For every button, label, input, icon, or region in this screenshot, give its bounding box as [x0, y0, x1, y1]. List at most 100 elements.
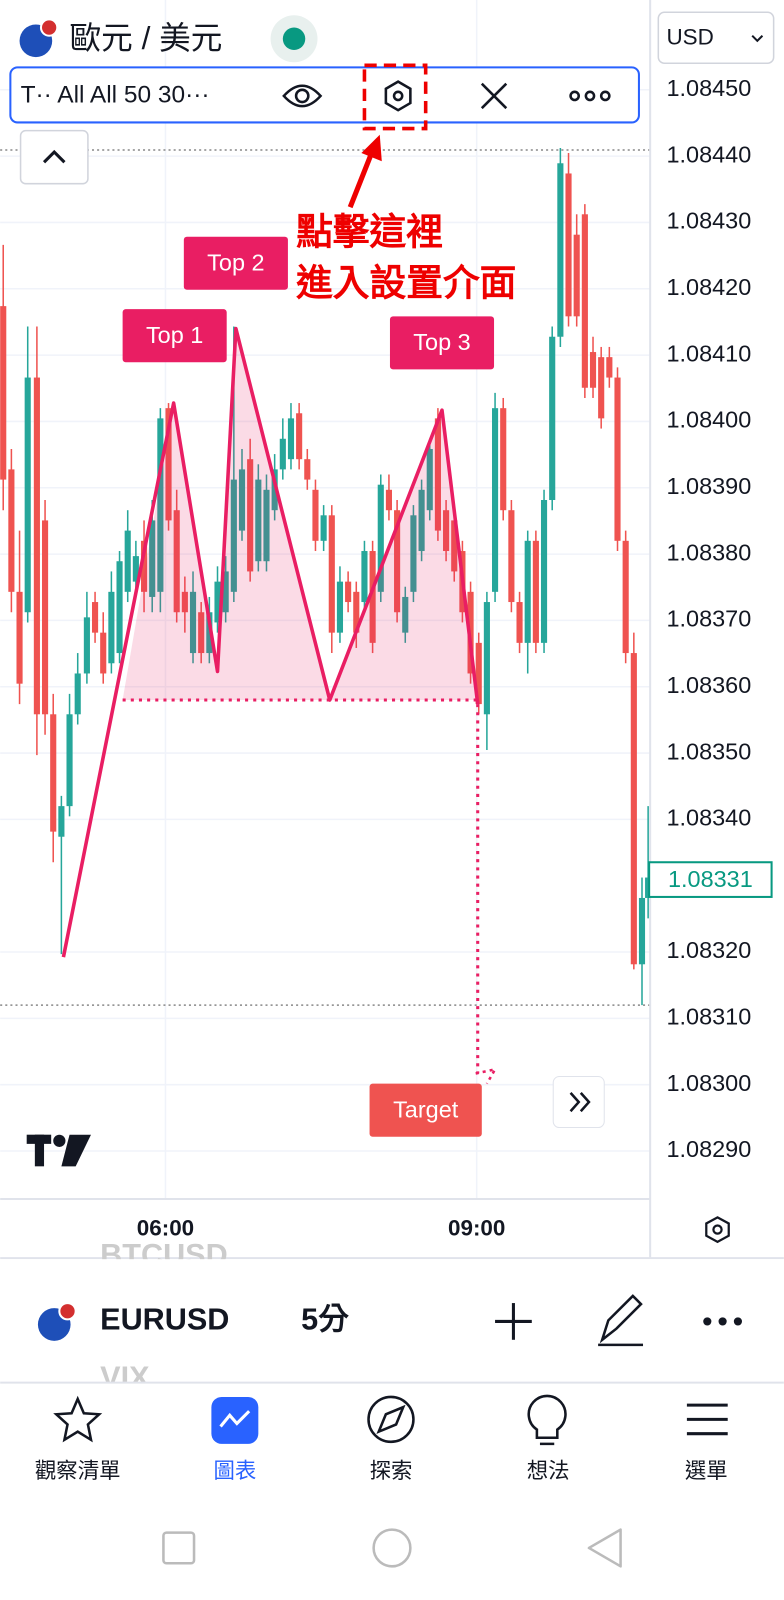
candle-body: [279, 438, 286, 470]
candles: [0, 147, 652, 1006]
nav-label[interactable]: 選單: [685, 1459, 728, 1483]
price-label: 1.08300: [666, 1070, 751, 1096]
nav-bg: [0, 1382, 784, 1600]
candle-body: [124, 530, 131, 592]
eye-button[interactable]: [282, 84, 323, 108]
candle-body: [116, 561, 123, 654]
candle-body: [287, 418, 295, 460]
price-label: 1.08290: [666, 1136, 751, 1162]
double-chevron: [569, 1092, 591, 1113]
interval[interactable]: 5分: [301, 1303, 349, 1337]
candle-body: [263, 489, 270, 562]
candle-body: [500, 408, 507, 511]
candle-body: [74, 673, 81, 715]
candle-body: [214, 581, 221, 623]
flag-icon-us: [58, 1302, 77, 1321]
indicator-name[interactable]: T·· All All 50 30···: [21, 81, 210, 108]
candle-body: [443, 510, 450, 552]
candle-body: [565, 173, 572, 317]
candle-body: [598, 357, 605, 419]
price-label: 1.08410: [666, 340, 751, 366]
axis-settings[interactable]: [705, 1216, 730, 1244]
candle-body: [304, 459, 311, 480]
back-button[interactable]: [587, 1528, 622, 1568]
candle-body: [606, 357, 613, 378]
nav-label[interactable]: 想法: [527, 1459, 570, 1483]
target-label: Target: [393, 1096, 459, 1122]
candle-body: [622, 540, 629, 654]
more-button[interactable]: [569, 90, 611, 102]
candle-body: [336, 581, 344, 633]
currency-select[interactable]: [657, 11, 775, 65]
home-button[interactable]: [372, 1528, 412, 1568]
candle-body: [0, 306, 7, 480]
price-label: 1.08380: [666, 539, 751, 565]
time-label: 06:00: [137, 1216, 194, 1241]
candle-body: [573, 234, 580, 317]
nav-icon[interactable]: [686, 1403, 728, 1436]
flag-icon-us: [39, 18, 59, 37]
candle-body: [418, 489, 425, 552]
price-label: 1.08320: [666, 937, 751, 963]
candle-body: [328, 515, 335, 633]
nav-icon[interactable]: [367, 1395, 415, 1444]
recents-button[interactable]: [162, 1531, 196, 1565]
candle-body: [475, 642, 482, 705]
candle-body: [173, 510, 180, 613]
candle-body: [377, 484, 384, 592]
price-label: 1.08430: [666, 208, 751, 234]
candle-body: [8, 469, 15, 592]
candle-body: [296, 413, 303, 460]
candle-body: [589, 352, 597, 388]
nav-label[interactable]: 觀察清單: [35, 1459, 121, 1483]
candle-body: [451, 520, 458, 572]
top2-label: Top 2: [207, 249, 264, 275]
nav-icon-needle: [376, 1404, 406, 1434]
more-button[interactable]: [703, 1317, 742, 1326]
nav-icon[interactable]: [527, 1394, 567, 1446]
logo: [26, 1134, 91, 1167]
price-axis: 1.08450 1.08440 1.08430 1.08420 1.08410 1.084…: [666, 75, 751, 1162]
nav-icon[interactable]: [53, 1395, 103, 1443]
draw-button[interactable]: [598, 1294, 644, 1347]
remove-button[interactable]: [480, 82, 508, 110]
nav-icon-line: [219, 1410, 251, 1428]
settings-button[interactable]: [384, 80, 412, 112]
candle-body: [353, 591, 360, 633]
candle-body: [58, 806, 65, 837]
candle-body: [532, 540, 539, 643]
nav-label[interactable]: 圖表: [213, 1459, 256, 1483]
candle-body: [394, 510, 401, 613]
chevron: [751, 34, 764, 43]
candle-body: [157, 418, 164, 592]
add-button[interactable]: [495, 1303, 532, 1340]
price-label: 1.08310: [666, 1004, 751, 1030]
candle-body: [42, 520, 49, 715]
collapse-button[interactable]: [19, 129, 89, 185]
candle-body: [581, 214, 588, 388]
candle-body: [369, 551, 376, 643]
current-price: 1.08331: [668, 866, 753, 892]
candle-body: [549, 336, 556, 500]
target-box: [369, 1083, 482, 1137]
pattern-fill: [122, 328, 478, 700]
symbol[interactable]: EURUSD: [100, 1303, 229, 1337]
pattern-line: [61, 326, 480, 958]
price-label: 1.08440: [666, 141, 751, 167]
candle-body: [361, 551, 368, 603]
candle-body: [165, 408, 172, 521]
nav-label[interactable]: 探索: [370, 1459, 413, 1483]
candle-body: [198, 612, 205, 654]
candle-body: [16, 591, 23, 684]
candle-body: [181, 591, 188, 613]
candle-body: [238, 469, 246, 531]
candle-body: [255, 479, 262, 562]
price-label: 1.08450: [666, 75, 751, 101]
candle-body: [66, 714, 73, 807]
chevron-up: [42, 149, 66, 164]
candle-body: [140, 540, 148, 592]
candle-body: [271, 469, 278, 511]
candle-body: [540, 500, 548, 643]
candle-body: [426, 448, 433, 511]
